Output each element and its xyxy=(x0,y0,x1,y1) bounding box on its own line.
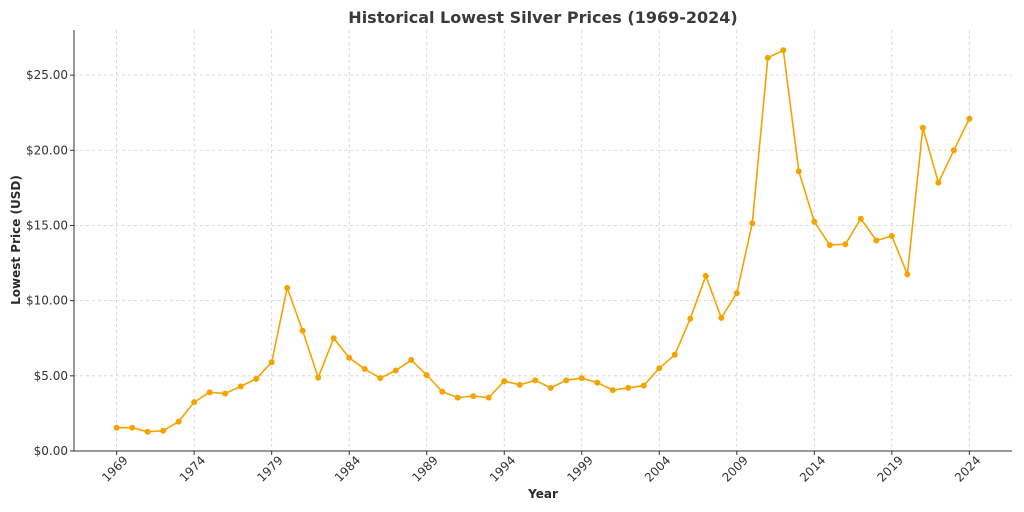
data-point xyxy=(175,418,182,425)
data-point xyxy=(547,384,554,391)
data-point xyxy=(206,389,213,396)
data-point xyxy=(625,384,632,391)
data-point xyxy=(904,271,911,278)
data-point xyxy=(780,47,787,54)
x-tick-label: 1994 xyxy=(487,453,518,484)
data-point xyxy=(640,382,647,389)
data-point xyxy=(470,393,477,400)
x-tick-label: 1979 xyxy=(254,453,285,484)
x-tick-label: 1969 xyxy=(99,453,130,484)
data-point xyxy=(346,354,353,361)
data-point xyxy=(315,374,322,381)
y-tick-label: $5.00 xyxy=(34,369,68,383)
data-point xyxy=(733,290,740,297)
chart-title: Historical Lowest Silver Prices (1969-20… xyxy=(348,8,737,27)
data-point xyxy=(237,383,244,390)
data-point xyxy=(284,284,291,291)
data-point xyxy=(330,335,337,342)
data-point xyxy=(656,365,663,372)
data-point xyxy=(873,237,880,244)
data-point xyxy=(392,367,399,374)
x-tick-label: 2009 xyxy=(719,453,750,484)
x-tick-label: 1974 xyxy=(177,453,208,484)
data-point xyxy=(160,427,167,434)
data-point xyxy=(671,351,678,358)
data-point xyxy=(454,394,461,401)
data-point xyxy=(485,394,492,401)
data-point xyxy=(129,424,136,431)
data-point xyxy=(842,241,849,248)
data-point xyxy=(702,272,709,279)
data-point xyxy=(594,379,601,386)
data-point xyxy=(919,124,926,131)
data-point xyxy=(687,315,694,322)
x-tick-label: 1989 xyxy=(409,453,440,484)
data-point xyxy=(578,375,585,382)
data-point xyxy=(439,388,446,395)
data-point xyxy=(609,387,616,394)
data-point xyxy=(718,314,725,321)
data-point xyxy=(222,390,229,397)
data-point xyxy=(113,424,120,431)
data-point xyxy=(144,428,151,435)
y-axis-label: Lowest Price (USD) xyxy=(9,175,23,305)
data-point xyxy=(408,357,415,364)
axes: 1969 1974 1979 1984 1989 1994 1999 2004 2009 2014… xyxy=(26,30,1012,485)
data-point xyxy=(191,399,198,406)
y-tick-label: $20.00 xyxy=(26,143,68,157)
data-point xyxy=(501,378,508,385)
data-point xyxy=(888,232,895,239)
data-point xyxy=(253,375,260,382)
data-point xyxy=(516,381,523,388)
data-point xyxy=(361,366,368,373)
y-tick-label: $15.00 xyxy=(26,218,68,232)
data-point xyxy=(935,179,942,186)
data-point xyxy=(423,372,430,379)
y-tick-label: $25.00 xyxy=(26,68,68,82)
x-tick-label: 2019 xyxy=(874,453,905,484)
series-line xyxy=(116,49,971,433)
data-point xyxy=(532,377,539,384)
data-point xyxy=(826,242,833,249)
x-tick-label: 2024 xyxy=(952,453,983,484)
data-point xyxy=(268,359,275,366)
data-point xyxy=(795,168,802,175)
data-point xyxy=(377,375,384,382)
data-point xyxy=(857,215,864,222)
gridlines xyxy=(74,30,1012,452)
data-point xyxy=(299,327,306,334)
x-axis-label: Year xyxy=(527,487,558,501)
data-point xyxy=(966,115,973,122)
x-tick-label: 2014 xyxy=(797,453,828,484)
y-tick-label: $10.00 xyxy=(26,294,68,308)
data-point xyxy=(563,377,570,384)
data-point xyxy=(749,220,756,227)
series xyxy=(113,47,973,435)
x-tick-label: 1999 xyxy=(564,453,595,484)
data-point xyxy=(950,147,957,154)
data-point xyxy=(764,54,771,61)
x-tick-label: 2004 xyxy=(642,453,673,484)
x-tick-label: 1984 xyxy=(332,453,363,484)
data-point xyxy=(811,218,818,225)
y-tick-label: $0.00 xyxy=(34,444,68,458)
